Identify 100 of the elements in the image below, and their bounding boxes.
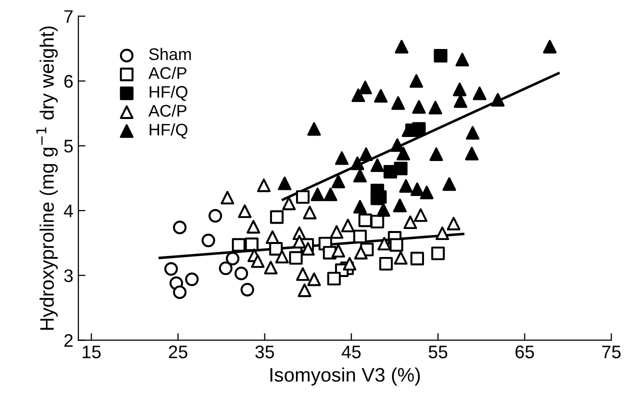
y-tick-label: 5 — [64, 140, 73, 153]
point — [442, 177, 456, 191]
x-tick-label: 25 — [168, 346, 188, 358]
point — [420, 186, 434, 200]
point — [218, 261, 232, 276]
point — [394, 40, 408, 54]
point — [359, 147, 373, 162]
point — [436, 226, 450, 240]
y-tick-label: 2 — [64, 334, 73, 347]
point — [164, 262, 178, 276]
point — [172, 220, 187, 234]
point — [394, 162, 408, 176]
x-tick-label: 15 — [82, 346, 101, 358]
point — [379, 256, 393, 271]
point — [455, 52, 470, 66]
point — [307, 272, 321, 286]
point — [410, 74, 424, 88]
point — [353, 168, 367, 182]
point — [341, 218, 355, 232]
point — [465, 146, 479, 160]
point — [296, 190, 310, 204]
y-tick-label: 6 — [64, 74, 73, 88]
x-tick-label: 55 — [428, 346, 448, 358]
legend-label: HF/Q — [150, 123, 188, 139]
point — [491, 93, 505, 107]
point — [310, 188, 324, 202]
point — [298, 284, 312, 298]
point — [431, 246, 445, 260]
point — [234, 266, 248, 280]
point — [429, 147, 444, 162]
legend-label: AC/P — [148, 66, 186, 79]
point — [289, 251, 303, 265]
point — [394, 251, 408, 265]
point — [414, 208, 428, 222]
point — [172, 285, 187, 300]
point — [301, 242, 315, 256]
legend-label: AC/P — [148, 104, 186, 117]
point — [220, 190, 234, 204]
point — [324, 188, 338, 202]
point — [246, 220, 260, 234]
point — [226, 252, 240, 266]
x-tick-label: 75 — [602, 346, 621, 358]
point — [307, 122, 321, 136]
point — [244, 238, 258, 252]
point — [278, 176, 292, 190]
point — [410, 182, 424, 196]
point — [358, 214, 372, 228]
legend-label: HF/Q — [150, 86, 188, 101]
y-tick-label: 7 — [64, 10, 73, 23]
point — [264, 260, 278, 274]
point — [202, 234, 216, 248]
point — [412, 100, 426, 114]
point — [302, 206, 317, 220]
point — [350, 156, 364, 170]
point — [452, 82, 466, 96]
point — [332, 174, 346, 188]
point — [403, 215, 418, 230]
point — [410, 252, 424, 266]
point — [327, 272, 341, 286]
y-tick-label: 3 — [64, 269, 73, 282]
point — [390, 138, 404, 152]
point — [270, 210, 284, 224]
point — [399, 179, 413, 193]
legend-label: Sham — [149, 48, 191, 60]
point — [370, 214, 384, 228]
point — [434, 48, 448, 63]
point — [391, 96, 405, 110]
x-tick-label: 65 — [516, 346, 534, 358]
point — [390, 238, 404, 252]
point — [332, 244, 346, 258]
point — [330, 225, 344, 239]
point — [342, 256, 356, 271]
point — [377, 236, 392, 250]
point — [351, 88, 366, 102]
point — [393, 198, 407, 212]
point — [358, 80, 372, 94]
point — [185, 272, 199, 286]
point — [466, 126, 480, 140]
point — [353, 200, 367, 214]
point — [428, 100, 442, 114]
point — [257, 178, 271, 192]
point — [292, 234, 306, 248]
x-tick-label: 35 — [255, 346, 274, 358]
point — [353, 230, 367, 244]
point — [335, 151, 349, 165]
y-axis-title: Hydroxyproline (mg g$^{−1}$ dry weight) — [36, 26, 58, 330]
y-tick-label: 4 — [64, 204, 73, 218]
point — [282, 196, 296, 210]
point — [275, 250, 289, 264]
point — [296, 267, 310, 281]
point — [454, 94, 468, 108]
point — [543, 40, 557, 54]
point — [370, 158, 384, 172]
x-axis-title: Isomyosin V3 (%) — [270, 367, 420, 386]
point — [238, 204, 252, 218]
point — [446, 216, 460, 230]
point — [232, 238, 246, 252]
point — [208, 209, 222, 223]
point — [472, 86, 486, 100]
point — [250, 254, 265, 268]
